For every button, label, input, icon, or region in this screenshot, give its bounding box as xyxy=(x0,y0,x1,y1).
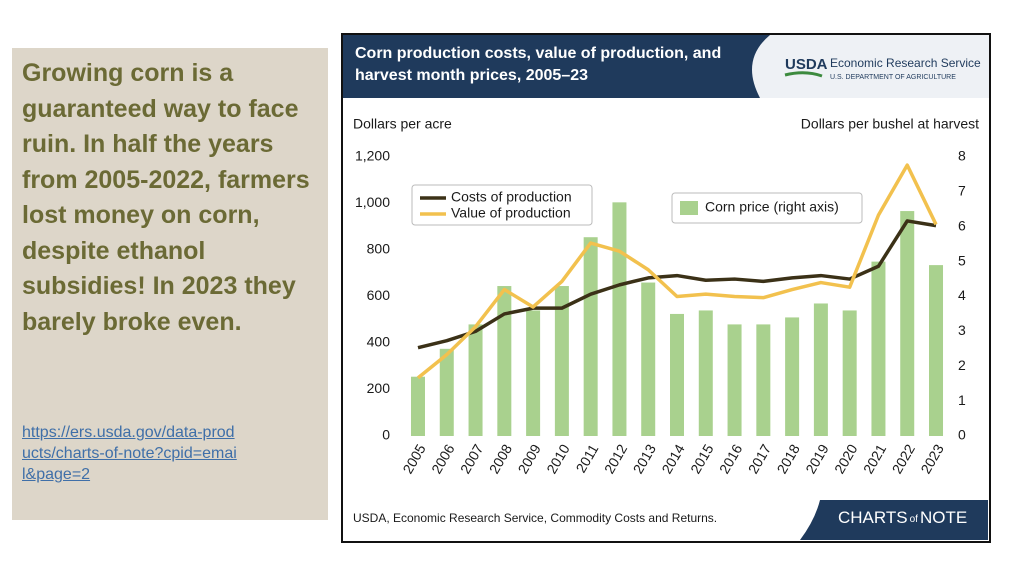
bar xyxy=(842,310,857,436)
bar xyxy=(641,282,656,436)
agency: Economic Research Service xyxy=(830,56,981,70)
bar xyxy=(698,310,713,436)
bar xyxy=(526,310,541,436)
brand-band xyxy=(800,500,988,540)
y-tick-label: 200 xyxy=(367,380,391,396)
y-tick-label: 1,000 xyxy=(355,194,390,210)
bar xyxy=(929,265,944,436)
bar xyxy=(727,324,742,436)
bar xyxy=(670,313,684,436)
bar xyxy=(410,376,425,436)
text-panel: Growing corn is a guaranteed way to face… xyxy=(12,48,328,520)
line xyxy=(417,219,937,350)
brand-small: of xyxy=(910,514,919,525)
link[interactable]: https://ers.usda.gov/data-products/chart… xyxy=(22,424,237,483)
bar xyxy=(756,324,771,436)
legend-label: Value of production xyxy=(451,205,571,221)
department: U.S. DEPARTMENT OF AGRICULTURE xyxy=(830,74,956,81)
bar xyxy=(785,317,800,436)
y-tick-label: 400 xyxy=(367,334,391,350)
y2-tick-label: 7 xyxy=(958,183,966,199)
bar xyxy=(871,261,886,436)
y2-axis-label: Dollars per bushel at harvest xyxy=(801,116,979,132)
brand: CHARTS of NOTE xyxy=(838,508,967,527)
y2-tick-label: 6 xyxy=(958,217,966,233)
y-tick-label: 600 xyxy=(367,287,391,303)
y-tick-label: 0 xyxy=(382,427,390,443)
chart-title: Corn production costs, value of producti… xyxy=(355,45,722,84)
y-tick-label: 1,200 xyxy=(355,148,390,164)
bar xyxy=(554,286,569,436)
header-band xyxy=(343,35,770,98)
bar xyxy=(439,348,454,436)
y2-tick-label: 3 xyxy=(958,322,966,338)
source: USDA, Economic Research Service, Commodi… xyxy=(353,511,717,525)
legend-label: Corn price (right axis) xyxy=(705,199,839,215)
legend-label: Costs of production xyxy=(451,189,572,205)
y-tick-label: 800 xyxy=(367,241,391,257)
brand-end: NOTE xyxy=(920,508,967,527)
line xyxy=(416,163,938,380)
slide-text: Growing corn is a guaranteed way to face… xyxy=(22,59,310,336)
bar xyxy=(583,237,598,436)
bar xyxy=(612,202,627,436)
bar xyxy=(468,324,483,436)
logo: USDA xyxy=(785,56,828,73)
legend-bars xyxy=(671,192,863,224)
bar xyxy=(900,211,915,436)
brand-main: CHARTS xyxy=(838,508,908,527)
y-axis-label: Dollars per acre xyxy=(353,116,452,132)
y2-tick-label: 5 xyxy=(958,252,966,268)
y2-tick-label: 1 xyxy=(958,392,966,408)
y2-tick-label: 4 xyxy=(958,287,966,303)
legend-lines xyxy=(411,184,593,226)
legend-swatch xyxy=(680,201,698,215)
y2-tick-label: 2 xyxy=(958,357,966,373)
y2-tick-label: 8 xyxy=(958,148,966,164)
bar xyxy=(497,286,512,436)
bar xyxy=(813,303,828,436)
logo-swoosh xyxy=(784,71,823,78)
y2-tick-label: 0 xyxy=(958,427,966,443)
